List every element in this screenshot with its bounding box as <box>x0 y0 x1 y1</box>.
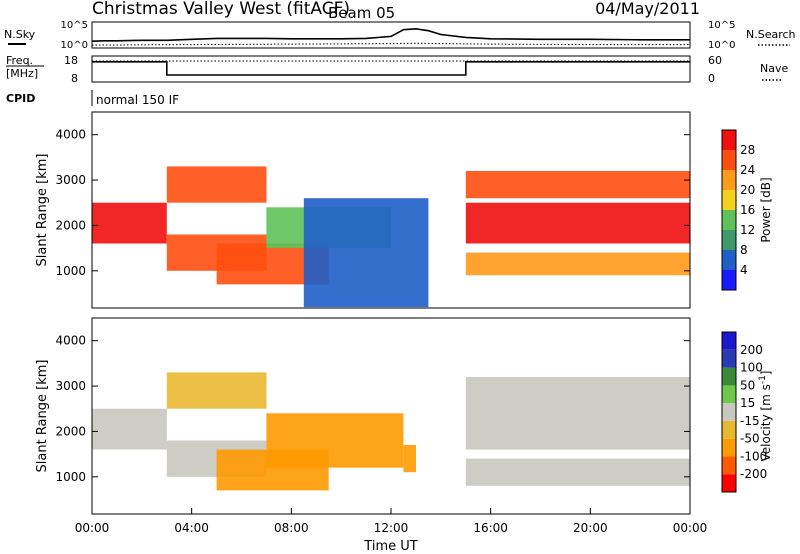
velocity-region-7 <box>465 458 690 486</box>
nsky-label: N.Sky <box>4 28 36 41</box>
noise-tick-bottom-left: 10^0 <box>61 40 88 51</box>
velocity-colorbar-tick-3: 15 <box>740 396 755 410</box>
velocity-region-5 <box>403 445 416 473</box>
noise-panel: N.Sky N.Search 10^5 10^0 10^5 10^0 <box>4 20 796 51</box>
power-colorbar-swatch-3 <box>722 210 736 230</box>
freq-panel: Freq. [MHz] 18 8 60 0 Nave <box>6 54 788 85</box>
velocity-colorbar-tick-7: -200 <box>740 467 767 481</box>
cpid-label: CPID <box>6 92 35 105</box>
power-colorbar-swatch-7 <box>722 130 736 150</box>
power-ytick-label-2000: 2000 <box>55 218 86 232</box>
power-colorbar-tick-2: 12 <box>740 223 755 237</box>
x-tick-label-6: 00:00 <box>673 521 708 535</box>
freq-unit-label: [MHz] <box>6 67 38 80</box>
cpid-value: normal 150 IF <box>96 93 179 107</box>
power-colorbar-frame <box>721 129 737 291</box>
power-ylabel: Slant Range [km] <box>35 154 50 267</box>
x-tick-label-3: 12:00 <box>374 521 409 535</box>
freq-tick-18: 18 <box>64 54 78 67</box>
power-colorbar-tick-0: 4 <box>740 263 748 277</box>
x-tick-label-5: 20:00 <box>573 521 608 535</box>
velocity-colorbar-tick-5: -50 <box>740 432 760 446</box>
velocity-ytick-label-4000: 4000 <box>55 334 86 348</box>
x-tick-label-2: 08:00 <box>274 521 309 535</box>
date-label: 04/May/2011 <box>595 0 700 18</box>
power-colorbar-swatch-1 <box>722 250 736 270</box>
velocity-region-0 <box>92 408 167 450</box>
station-title: Christmas Valley West (fitACF) <box>92 0 350 19</box>
power-colorbar-tick-1: 8 <box>740 243 748 257</box>
power-colorbar-tick-3: 16 <box>740 203 755 217</box>
velocity-colorbar-swatch-4 <box>722 403 736 421</box>
power-panel: 1000 2000 3000 4000 Slant Range [km] 4 8 12 16… <box>35 111 773 309</box>
velocity-panel: 1000 2000 3000 4000 00:00 04:00 08:00 12:00 16:… <box>35 317 773 554</box>
velocity-colorbar-swatch-0 <box>722 474 736 492</box>
x-tick-label-4: 16:00 <box>473 521 508 535</box>
velocity-region-4 <box>266 413 404 468</box>
velocity-colorbar-swatch-1 <box>722 456 736 475</box>
noise-tick-top-left: 10^5 <box>61 20 88 31</box>
power-ytick-label-4000: 4000 <box>55 128 86 142</box>
freq-label: Freq. <box>6 54 33 67</box>
x-tick-label-0: 00:00 <box>75 521 110 535</box>
velocity-colorbar-label: Velocity [m s-1] <box>758 371 773 462</box>
nave-label: Nave <box>760 62 788 75</box>
velocity-colorbar-swatch-2 <box>722 438 736 457</box>
power-ytick-label-3000: 3000 <box>55 173 86 187</box>
velocity-colorbar-tick-6: -100 <box>740 449 767 463</box>
power-region-7 <box>465 252 690 276</box>
time-axis-label: Time UT <box>363 539 417 554</box>
noise-tick-top-right: 10^5 <box>708 20 735 31</box>
velocity-region-2 <box>166 372 267 409</box>
power-colorbar-tick-4: 20 <box>740 183 755 197</box>
power-colorbar-swatch-5 <box>722 170 736 190</box>
velocity-region-6 <box>465 377 690 450</box>
velocity-ytick-label-3000: 3000 <box>55 379 86 393</box>
x-tick-label-1: 04:00 <box>174 521 209 535</box>
power-colorbar-label: Power [dB] <box>759 177 773 242</box>
freq-tick-8: 8 <box>71 72 78 85</box>
velocity-colorbar-swatch-7 <box>722 349 736 368</box>
power-colorbar-swatch-0 <box>722 270 736 290</box>
power-region-5 <box>303 198 429 308</box>
power-colorbar-swatch-6 <box>722 150 736 170</box>
velocity-colorbar-swatch-5 <box>722 385 736 404</box>
nave-tick-60: 60 <box>708 54 722 67</box>
velocity-ytick-label-2000: 2000 <box>55 424 86 438</box>
nsky-line <box>91 27 690 42</box>
beam-label: Beam 05 <box>328 4 395 22</box>
power-colorbar-swatch-4 <box>722 190 736 210</box>
freq-line <box>92 60 690 76</box>
velocity-ylabel: Slant Range [km] <box>35 360 50 473</box>
velocity-colorbar-swatch-8 <box>722 332 736 350</box>
velocity-colorbar-tick-4: -15 <box>740 414 760 428</box>
velocity-colorbar-tick-1: 100 <box>740 361 763 375</box>
power-ytick-label-1000: 1000 <box>55 264 86 278</box>
velocity-colorbar-tick-0: 200 <box>740 343 763 357</box>
velocity-ytick-label-1000: 1000 <box>55 470 86 484</box>
cpid-strip: CPID normal 150 IF <box>6 90 179 107</box>
velocity-colorbar-swatch-3 <box>722 420 736 439</box>
velocity-colorbar-frame <box>721 331 737 493</box>
power-colorbar-swatch-2 <box>722 230 736 250</box>
velocity-colorbar-swatch-6 <box>722 367 736 386</box>
power-region-8 <box>465 171 690 199</box>
power-region-6 <box>465 202 690 244</box>
noise-tick-bottom-right: 10^0 <box>708 40 735 51</box>
power-region-2 <box>166 166 267 203</box>
power-region-0 <box>92 202 167 244</box>
power-colorbar-tick-5: 24 <box>740 163 755 177</box>
velocity-colorbar-tick-2: 50 <box>740 378 755 392</box>
power-colorbar-tick-6: 28 <box>740 143 755 157</box>
nave-tick-0: 0 <box>708 72 715 85</box>
nsearch-line <box>91 42 690 46</box>
nsearch-label: N.Search <box>746 28 796 41</box>
